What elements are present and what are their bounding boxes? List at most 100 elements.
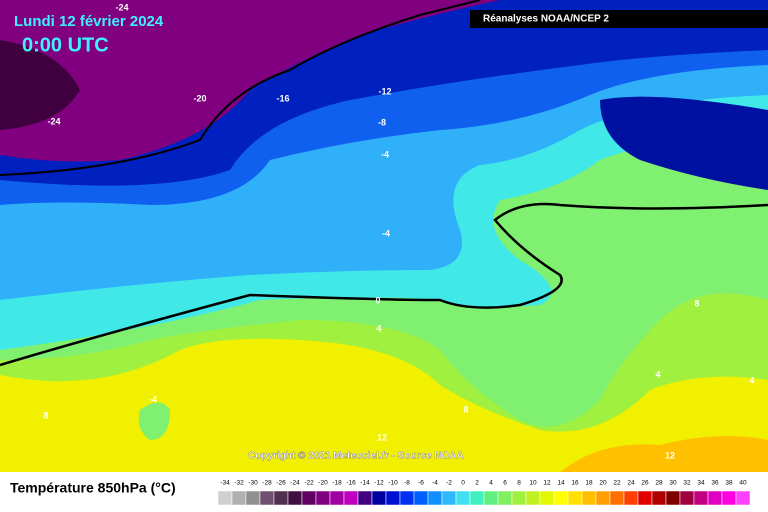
contour-label: -4 [381,149,389,159]
legend-tick: -4 [432,480,438,487]
legend-swatch [679,490,695,506]
legend-tick: 26 [641,480,649,487]
source: Réanalyses NOAA/NCEP 2 [483,14,609,25]
legend-swatch [455,490,471,506]
legend-tick: -30 [248,480,258,487]
legend-swatch [707,490,723,506]
legend-swatch [259,490,275,506]
legend-swatch [413,490,429,506]
legend-tick: -28 [262,480,272,487]
legend-tick: -12 [374,480,384,487]
legend-tick: -26 [276,480,286,487]
legend-tick: 4 [489,480,493,487]
contour-label: 0 [375,295,380,305]
legend-swatch [721,490,737,506]
legend-tick: 18 [585,480,593,487]
legend-title: Température 850hPa (°C) [10,480,176,496]
legend-tick: -8 [404,480,410,487]
legend-tick: 14 [557,480,565,487]
contour-label: 4 [376,323,381,333]
legend-tick: 6 [503,480,507,487]
legend-tick: 38 [725,480,733,487]
field-dark-purple [0,40,80,130]
legend-tick: -6 [418,480,424,487]
legend-swatch [651,490,667,506]
legend-swatch [693,490,709,506]
legend-swatch [511,490,527,506]
legend-tick: 20 [599,480,607,487]
copyright: Copyright © 2021 Meteociel.fr - Source N… [248,451,464,462]
legend-swatch [231,490,247,506]
legend-swatch [399,490,415,506]
legend-swatch [217,490,233,506]
source-box [470,10,768,28]
time: 0:00 UTC [22,34,109,56]
legend-swatch [553,490,569,506]
zero-contour [0,202,768,367]
field-green-patch [138,402,170,440]
legend-swatch [637,490,653,506]
legend-swatch [427,490,443,506]
legend-swatch [665,490,681,506]
contour-label: -16 [276,93,289,103]
contour-label: -8 [378,117,386,127]
contour-label: 4 [749,375,754,385]
legend-swatch [595,490,611,506]
legend-tick: 40 [739,480,747,487]
legend-tick: -34 [220,480,230,487]
legend-swatch [483,490,499,506]
contour-label: 8 [43,410,48,420]
legend-tick: 22 [613,480,621,487]
legend-swatch [735,490,751,506]
legend-swatch [245,490,261,506]
contour-label: 12 [665,450,675,460]
legend-swatch [315,490,331,506]
contour-label: -4 [382,228,390,238]
contour-label: 12 [377,432,387,442]
legend-tick: 28 [655,480,663,487]
legend-swatch [287,490,303,506]
contour-label: -12 [378,86,391,96]
legend-tick: 34 [697,480,705,487]
legend-swatch [623,490,639,506]
contour-label: -24 [47,116,60,126]
legend-tick: 24 [627,480,635,487]
legend-tick: -18 [332,480,342,487]
contour-label: 8 [463,404,468,414]
legend-swatch [609,490,625,506]
contour-label: -20 [193,93,206,103]
legend-swatch [371,490,387,506]
legend-tick: -32 [234,480,244,487]
legend-tick: -22 [304,480,314,487]
legend-swatch [441,490,457,506]
legend-tick: 16 [571,480,579,487]
legend-tick: 10 [529,480,537,487]
legend-tick: -2 [446,480,452,487]
legend-tick: 12 [543,480,551,487]
field-purple [0,0,500,162]
field-dark-blue-east [600,96,768,190]
legend-tick: -10 [388,480,398,487]
field-orange [560,436,768,472]
legend-tick: 8 [517,480,521,487]
date: Lundi 12 février 2024 [14,13,164,30]
legend-swatch [357,490,373,506]
legend-swatch [343,490,359,506]
legend-swatch [525,490,541,506]
minus16-contour [0,0,481,176]
contour-label: 4 [655,369,660,379]
legend-swatch [539,490,555,506]
legend-swatch [273,490,289,506]
legend-swatch [497,490,513,506]
legend-swatch [301,490,317,506]
legend-tick: -16 [346,480,356,487]
legend-swatch [581,490,597,506]
legend-swatch [329,490,345,506]
legend-swatch [469,490,485,506]
contour-label: 8 [694,298,699,308]
legend-tick: 32 [683,480,691,487]
contour-label: -4 [149,394,157,404]
contour-label: -24 [115,2,128,12]
